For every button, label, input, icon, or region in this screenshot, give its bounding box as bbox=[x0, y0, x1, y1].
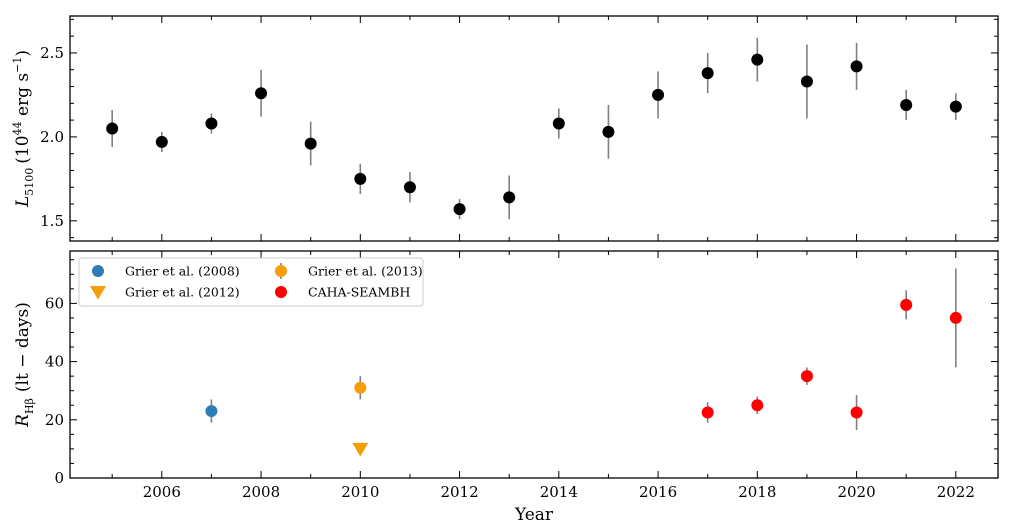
data-point bbox=[751, 53, 764, 66]
top-ytick-labels: 1.5 2.0 2.5 bbox=[40, 44, 64, 230]
top-ylabel-units2: erg s bbox=[13, 73, 33, 122]
data-point bbox=[850, 406, 863, 419]
data-point bbox=[255, 87, 268, 100]
data-point bbox=[155, 135, 168, 148]
top-ylabel-exp2: −1 bbox=[11, 57, 24, 73]
top-ylabel-close: ) bbox=[13, 50, 33, 57]
data-point bbox=[652, 88, 665, 101]
data-point bbox=[354, 172, 367, 185]
bottom-ytick-label: 60 bbox=[45, 294, 64, 312]
xtick-label: 2020 bbox=[837, 483, 875, 501]
bottom-ylabel-sub: Hβ bbox=[23, 398, 36, 414]
data-point bbox=[503, 191, 516, 204]
top-ylabel-sub: 5100 bbox=[23, 168, 36, 196]
bottom-axes-frame bbox=[69, 250, 999, 479]
top-axes-frame bbox=[69, 15, 999, 242]
xtick-label: 2014 bbox=[540, 483, 578, 501]
bottom-ytick-labels: 0 20 40 60 bbox=[45, 294, 64, 487]
data-point bbox=[352, 442, 369, 457]
bottom-ylabel-main: R bbox=[13, 414, 33, 428]
data-point bbox=[800, 75, 813, 88]
bottom-ylabel-units: (lt − days) bbox=[13, 302, 33, 392]
legend-box bbox=[78, 257, 424, 307]
xtick-label: 2008 bbox=[242, 483, 280, 501]
legend-item: Grier et al. (2012) bbox=[90, 285, 240, 300]
bottom-xtick-labels: 2006 2008 2010 2012 2014 2016 2018 2020 2022 bbox=[143, 483, 975, 501]
bottom-y-axis-label: RHβ (lt − days) bbox=[13, 302, 36, 428]
data-point bbox=[751, 399, 764, 412]
bottom-panel-radius: 0 20 40 60 2006 2008 2010 2012 2014 2016 2018 2020… bbox=[13, 250, 999, 525]
top-ytick-label: 2.5 bbox=[40, 44, 64, 62]
data-point bbox=[90, 286, 106, 300]
legend-item: Grier et al. (2013) bbox=[275, 263, 423, 279]
xtick-label: 2006 bbox=[143, 483, 181, 501]
xtick-label: 2022 bbox=[937, 483, 975, 501]
top-ytick-label: 1.5 bbox=[40, 212, 64, 230]
legend-item: Grier et al. (2008) bbox=[92, 264, 240, 279]
xtick-label: 2012 bbox=[440, 483, 478, 501]
data-point bbox=[453, 203, 466, 216]
top-panel-luminosity: 1.5 2.0 2.5 L5100 (1044 erg s−1) bbox=[11, 15, 999, 242]
data-point bbox=[403, 181, 416, 194]
data-point bbox=[602, 125, 615, 138]
data-point bbox=[800, 370, 813, 383]
legend-label: Grier et al. (2013) bbox=[308, 264, 423, 279]
top-ylabel-main: L bbox=[13, 196, 33, 208]
bottom-points bbox=[205, 298, 962, 457]
data-point bbox=[92, 265, 104, 277]
top-ytick-label: 2.0 bbox=[40, 128, 64, 146]
data-point bbox=[106, 122, 119, 135]
top-points bbox=[106, 53, 962, 216]
bottom-ytick-label: 20 bbox=[45, 411, 64, 429]
data-point bbox=[275, 265, 287, 277]
legend-label: Grier et al. (2012) bbox=[125, 285, 240, 300]
xtick-label: 2016 bbox=[639, 483, 677, 501]
data-point bbox=[949, 100, 962, 113]
top-ylabel-exp: 44 bbox=[11, 121, 24, 135]
data-point bbox=[205, 117, 218, 130]
legend-item: CAHA-SEAMBH bbox=[275, 285, 410, 300]
bottom-ytick-label: 0 bbox=[54, 469, 64, 487]
data-point bbox=[701, 67, 714, 80]
data-point bbox=[949, 311, 962, 324]
data-point bbox=[205, 405, 218, 418]
xtick-label: 2018 bbox=[738, 483, 776, 501]
bottom-ticks bbox=[70, 251, 998, 479]
top-y-axis-label: L5100 (1044 erg s−1) bbox=[11, 50, 36, 208]
top-errorbars bbox=[111, 37, 957, 220]
data-point bbox=[275, 286, 287, 298]
legend-label: CAHA-SEAMBH bbox=[308, 285, 410, 300]
data-point bbox=[900, 298, 913, 311]
bottom-ytick-label: 40 bbox=[45, 353, 64, 371]
data-point bbox=[552, 117, 565, 130]
legend-items: Grier et al. (2008) Grier et al. (2012) Gr… bbox=[90, 263, 423, 300]
xtick-label: 2010 bbox=[341, 483, 379, 501]
legend-label: Grier et al. (2008) bbox=[125, 264, 240, 279]
data-point bbox=[354, 381, 367, 394]
data-point bbox=[850, 60, 863, 73]
data-point bbox=[304, 137, 317, 150]
data-point bbox=[900, 98, 913, 111]
data-point bbox=[701, 406, 714, 419]
x-axis-label: Year bbox=[514, 505, 554, 525]
top-ticks bbox=[70, 16, 998, 241]
legend: Grier et al. (2008) Grier et al. (2012) Gr… bbox=[78, 257, 424, 307]
top-ylabel-units: (10 bbox=[13, 135, 33, 163]
